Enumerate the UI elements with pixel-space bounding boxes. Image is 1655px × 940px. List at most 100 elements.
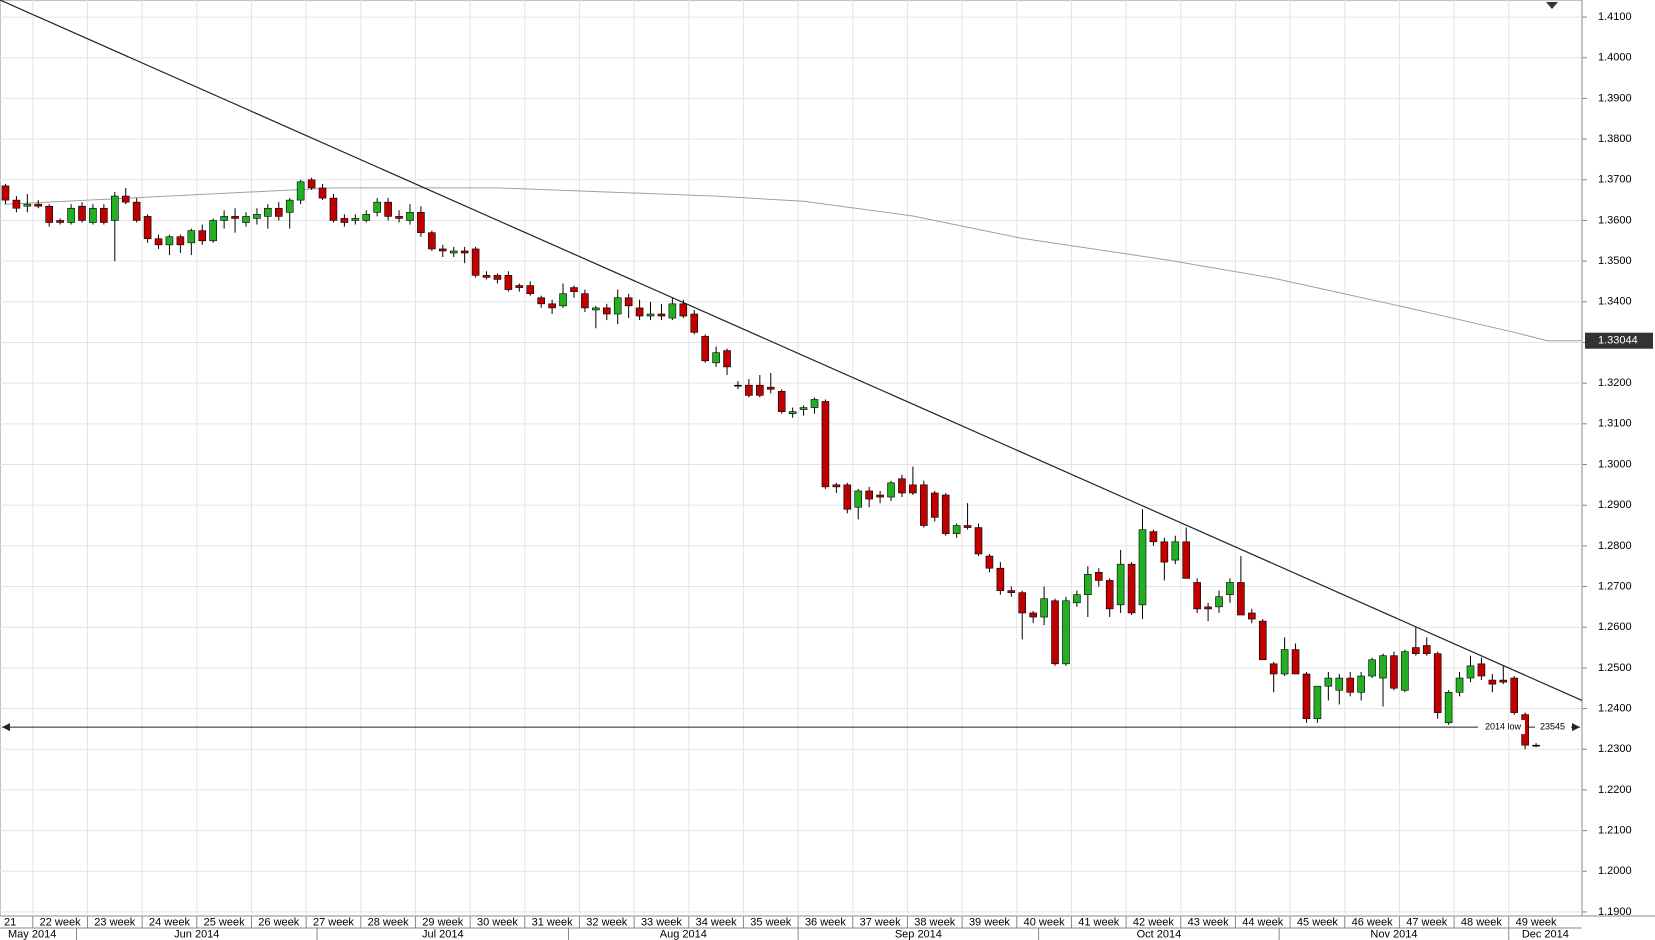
candle-body <box>264 207 272 217</box>
candle-body <box>482 275 491 278</box>
candle-body <box>515 285 524 288</box>
candle-body <box>952 525 961 534</box>
candle-body <box>362 214 371 221</box>
candle-body <box>821 401 830 488</box>
week-label: 45 week <box>1297 916 1338 928</box>
candle-body <box>1 185 10 201</box>
week-label: 38 week <box>914 916 955 928</box>
candle-body <box>493 275 502 280</box>
candle-body <box>1444 691 1453 724</box>
candle-body <box>340 218 349 223</box>
candle-body <box>242 216 250 223</box>
ma-last-label: 1.33044 <box>1598 335 1638 347</box>
candle-body <box>843 484 852 510</box>
candle-body <box>1390 655 1398 689</box>
candle-body <box>1094 571 1103 581</box>
candle-body <box>154 238 163 246</box>
candle-body <box>296 181 305 201</box>
candle-body <box>941 494 950 534</box>
candle-body <box>45 205 53 223</box>
candle-body <box>318 187 327 199</box>
candle-body <box>1280 649 1289 675</box>
week-label: 40 week <box>1024 916 1065 928</box>
candle-body <box>1269 663 1278 675</box>
candle-body <box>504 275 513 290</box>
candle-body <box>985 555 994 569</box>
candle-body <box>613 297 622 315</box>
candle-body <box>231 216 239 219</box>
y-tick-label: 1.3600 <box>1598 214 1632 226</box>
y-tick-label: 1.4000 <box>1598 52 1632 64</box>
week-label: 22 week <box>40 916 81 928</box>
week-label: 21 <box>4 916 16 928</box>
candle-body <box>865 490 873 500</box>
candle-body <box>176 236 185 246</box>
candle-body <box>1084 574 1092 595</box>
candle-body <box>1346 677 1355 693</box>
candle-body <box>766 386 775 390</box>
candle-body <box>198 230 207 242</box>
y-tick-label: 1.3100 <box>1598 418 1632 430</box>
candle-body <box>1073 594 1081 604</box>
candle-body <box>1433 653 1442 713</box>
candle-body <box>34 203 43 207</box>
candle-body <box>67 207 75 223</box>
candle-body <box>657 313 666 317</box>
week-label: 43 week <box>1188 916 1229 928</box>
week-label: 31 week <box>532 916 573 928</box>
candle-body <box>351 218 360 221</box>
candle-body <box>438 248 447 252</box>
candle-body <box>602 307 611 315</box>
candle-body <box>1215 596 1223 608</box>
moving-average <box>5 187 1582 342</box>
y-tick-label: 1.3400 <box>1598 296 1632 308</box>
arrow-head <box>2 723 10 732</box>
week-label: 35 week <box>750 916 791 928</box>
week-label: 37 week <box>860 916 901 928</box>
candle-body <box>1477 663 1486 677</box>
candle-body <box>12 199 21 209</box>
y-tick-label: 1.3900 <box>1598 92 1632 104</box>
candle-body <box>1532 744 1540 747</box>
candle-body <box>187 230 196 244</box>
candle-body <box>1051 600 1059 665</box>
week-label: 26 week <box>258 916 299 928</box>
y-tick-label: 1.2400 <box>1598 702 1632 714</box>
y-tick-label: 1.4100 <box>1598 11 1632 23</box>
candle-body <box>417 212 425 233</box>
y-tick-label: 1.2500 <box>1598 662 1632 674</box>
week-label: 41 week <box>1078 916 1119 928</box>
week-label: 32 week <box>586 916 627 928</box>
candle-body <box>1357 675 1365 693</box>
candle-body <box>559 293 567 307</box>
label-bg <box>1478 720 1525 735</box>
week-label: 24 week <box>149 916 190 928</box>
y-tick-label: 1.3000 <box>1598 458 1632 470</box>
candle-body <box>1029 612 1037 618</box>
candle-body <box>89 207 97 223</box>
candle-body <box>1040 598 1048 618</box>
week-label: 46 week <box>1352 916 1393 928</box>
candle-body <box>712 352 720 364</box>
month-label: Jun 2014 <box>174 928 219 940</box>
candle-body <box>1204 606 1212 610</box>
week-label: 27 week <box>313 916 354 928</box>
price-box <box>1585 332 1653 349</box>
candle-body <box>384 201 392 217</box>
candle-body <box>1193 582 1201 610</box>
candle-body <box>1062 600 1070 665</box>
support-value-label: 23545 <box>1540 721 1565 731</box>
y-tick-label: 1.2100 <box>1598 824 1632 836</box>
month-label: Jul 2014 <box>422 928 464 940</box>
candle-body <box>209 220 217 242</box>
candle-body <box>460 250 469 254</box>
candle-body <box>646 313 655 317</box>
candle-body <box>406 212 414 221</box>
candle-body <box>1510 677 1519 713</box>
y-tick-label: 1.3700 <box>1598 174 1632 186</box>
candle-body <box>132 201 141 221</box>
y-tick-label: 1.2900 <box>1598 499 1632 511</box>
candle-body <box>592 307 600 311</box>
candle-body <box>810 399 819 408</box>
candle-body <box>274 207 283 217</box>
